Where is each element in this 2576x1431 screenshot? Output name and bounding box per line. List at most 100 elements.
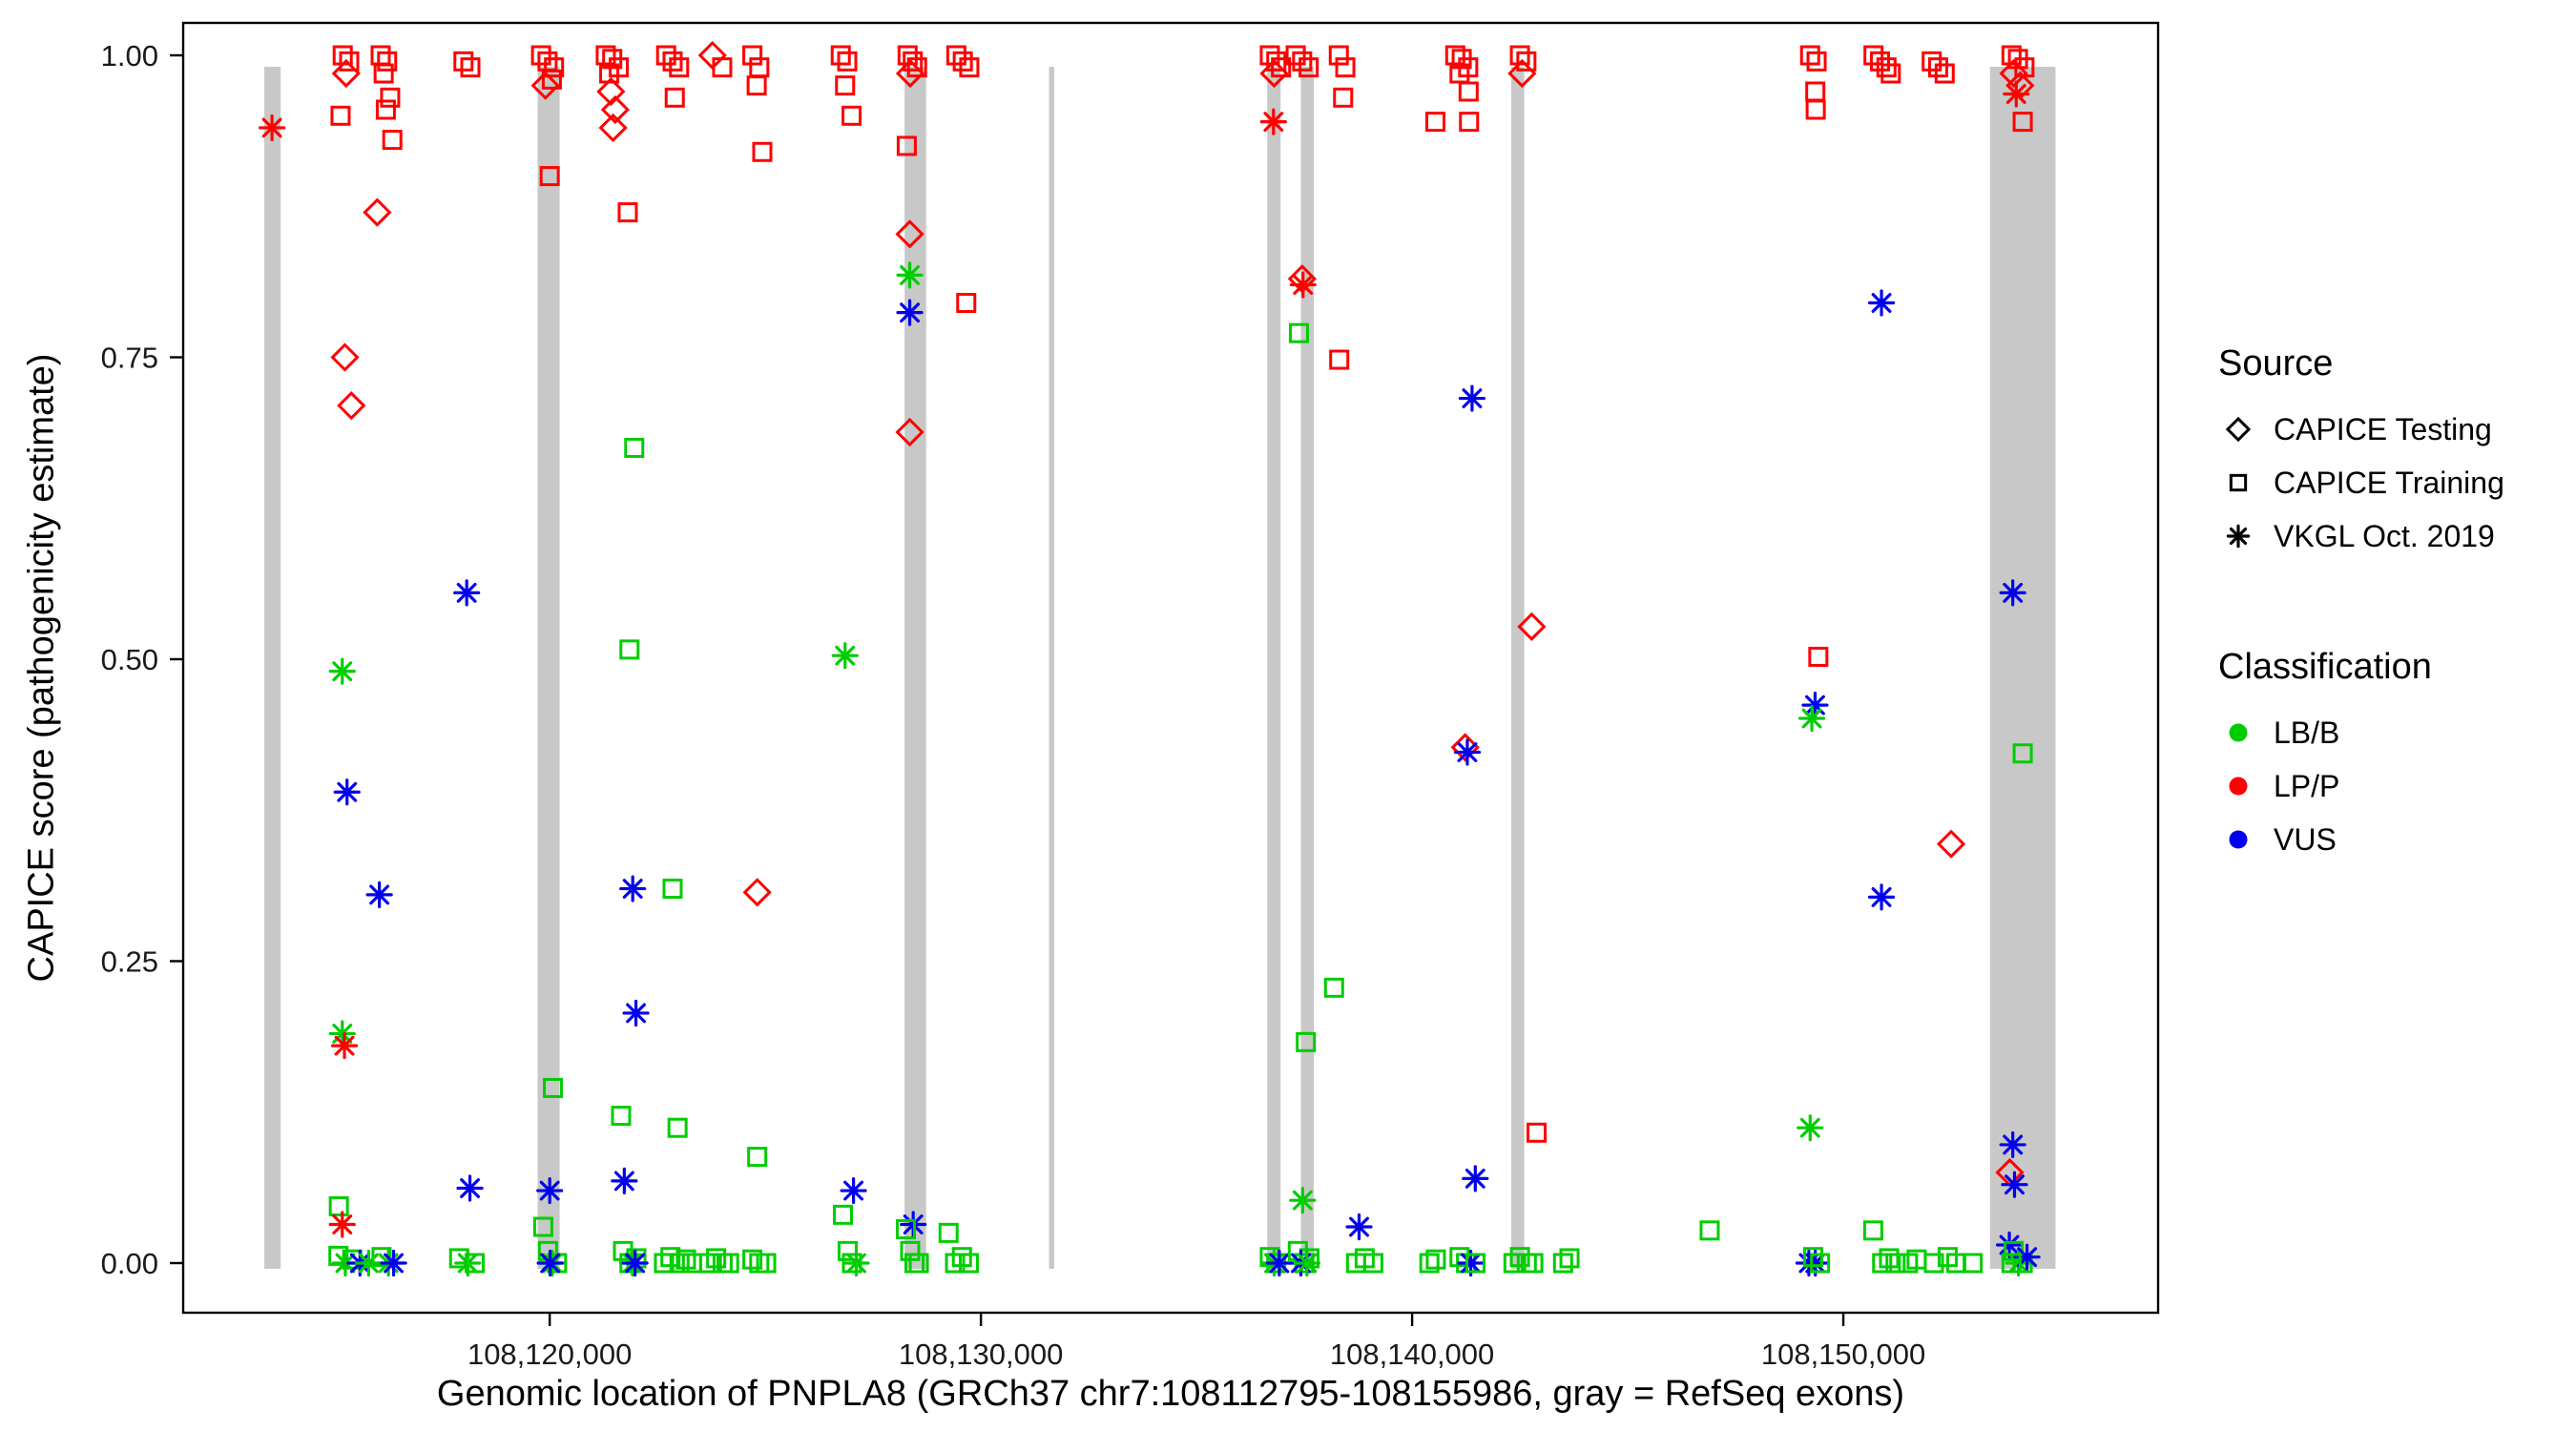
data-point: [958, 1253, 979, 1274]
legend-item-source: CAPICE Testing: [2218, 409, 2571, 449]
y-tick-label: 0.50: [101, 643, 158, 676]
data-point: [377, 51, 398, 72]
data-point: [453, 579, 481, 607]
data-point: [895, 58, 925, 89]
legend-item-classification: LB/B: [2218, 713, 2571, 753]
data-point: [1265, 1249, 1293, 1277]
legend-classification-group: Classification LB/B LP/P VUS: [2218, 647, 2571, 860]
legend-source-group: Source CAPICE Testing CAPICE Training VKGL…: [2218, 343, 2571, 556]
data-point: [330, 342, 360, 372]
data-point: [1296, 1031, 1317, 1052]
legend-source-items: CAPICE Testing CAPICE Training VKGL Oct. 2…: [2218, 409, 2571, 556]
data-point: [2001, 1171, 2028, 1198]
data-point: [1362, 1253, 1383, 1274]
data-point: [662, 51, 683, 72]
data-point: [895, 417, 924, 447]
data-point: [706, 1248, 727, 1269]
data-point: [1450, 733, 1480, 762]
data-point: [1806, 51, 1827, 72]
data-point: [617, 202, 638, 223]
data-point: [1869, 51, 1890, 72]
data-point: [328, 657, 356, 685]
data-point: [1425, 1249, 1446, 1270]
data-point: [1999, 58, 2028, 89]
data-point: [908, 1253, 929, 1274]
diamond-marker-icon: [2225, 416, 2252, 443]
data-point: [747, 1147, 768, 1168]
data-point: [1805, 99, 1826, 120]
data-point: [1419, 1253, 1440, 1274]
legend-item-source: VKGL Oct. 2019: [2218, 516, 2571, 556]
data-point: [337, 391, 366, 421]
data-point: [1999, 1130, 2026, 1159]
data-point: [669, 57, 690, 78]
data-point: [1345, 1213, 1373, 1241]
square-marker-icon: [2229, 473, 2248, 492]
data-point: [363, 197, 392, 227]
data-point: [1458, 81, 1479, 102]
legend-classification-items: LB/B LP/P VUS: [2218, 713, 2571, 860]
data-point: [841, 105, 862, 126]
data-point: [1797, 704, 1826, 733]
data-point: [1927, 57, 1948, 78]
data-point: [1799, 45, 1820, 66]
data-point: [1810, 1253, 1831, 1274]
exon-bar: [904, 67, 926, 1269]
classification-dot-icon: [2229, 777, 2248, 796]
data-point: [622, 999, 650, 1027]
data-point: [1880, 63, 1901, 84]
data-point: [1523, 1253, 1544, 1274]
data-point: [842, 1249, 870, 1277]
data-point: [365, 881, 393, 908]
data-point: [1503, 1253, 1524, 1274]
exon-layer: [263, 67, 2056, 1269]
legend-item-label: VKGL Oct. 2019: [2274, 518, 2495, 553]
data-point: [453, 51, 474, 72]
data-point: [598, 113, 628, 143]
data-point: [840, 1176, 867, 1205]
data-point: [596, 76, 626, 107]
data-point: [938, 1222, 959, 1243]
data-point: [465, 1253, 486, 1274]
data-point: [600, 94, 630, 125]
data-point: [1805, 81, 1826, 102]
data-point: [373, 63, 394, 84]
data-point: [1808, 646, 1829, 667]
legend-item-source: CAPICE Training: [2218, 463, 2571, 503]
data-point: [1879, 1248, 1900, 1269]
data-point: [1293, 1249, 1320, 1277]
data-point: [756, 1253, 777, 1274]
data-point: [1285, 45, 1306, 66]
data-point: [718, 1253, 739, 1274]
exon-bar: [1049, 67, 1054, 1269]
legend: Source CAPICE Testing CAPICE Training VKGL…: [2218, 343, 2571, 873]
data-point: [1934, 63, 1955, 84]
data-point: [536, 1176, 564, 1205]
data-point: [831, 642, 859, 670]
data-point: [662, 879, 683, 900]
data-point: [370, 45, 391, 66]
data-point: [1516, 51, 1537, 72]
y-axis-title: CAPICE score (pathogenicity estimate): [21, 353, 62, 983]
data-point: [1876, 57, 1897, 78]
data-point: [328, 1195, 349, 1216]
data-point: [956, 293, 977, 314]
data-point: [621, 1249, 649, 1277]
data-point: [742, 45, 763, 66]
data-point: [1289, 1187, 1317, 1214]
data-point: [742, 878, 772, 907]
data-point: [382, 130, 403, 151]
data-point: [1459, 112, 1480, 133]
data-point: [380, 1249, 407, 1277]
data-point: [1936, 829, 1966, 859]
data-point: [959, 57, 980, 78]
legend-item-label: LB/B: [2274, 715, 2340, 750]
legend-item-classification: VUS: [2218, 819, 2571, 860]
data-point: [331, 58, 361, 89]
x-tick-label: 108,120,000: [467, 1338, 632, 1371]
legend-item-label: LP/P: [2274, 768, 2340, 803]
data-point: [530, 45, 551, 66]
data-point: [530, 71, 560, 100]
